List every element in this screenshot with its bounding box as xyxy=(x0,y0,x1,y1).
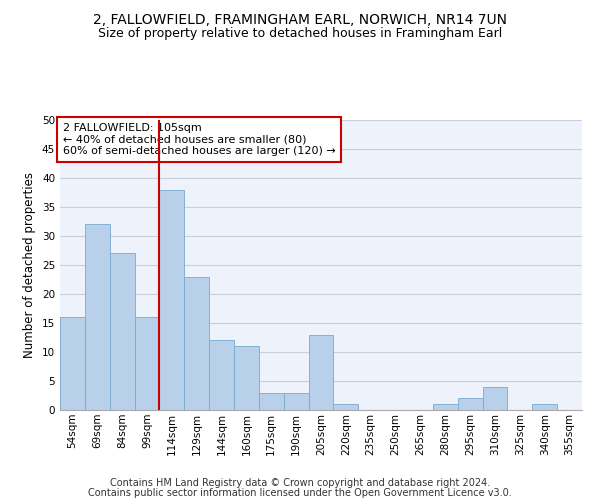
Bar xyxy=(160,190,184,410)
Bar xyxy=(234,346,259,410)
Text: 2 FALLOWFIELD: 105sqm
← 40% of detached houses are smaller (80)
60% of semi-deta: 2 FALLOWFIELD: 105sqm ← 40% of detached … xyxy=(62,123,335,156)
Text: Contains HM Land Registry data © Crown copyright and database right 2024.: Contains HM Land Registry data © Crown c… xyxy=(110,478,490,488)
Bar xyxy=(259,392,284,410)
Bar xyxy=(334,404,358,410)
Bar xyxy=(184,276,209,410)
Bar xyxy=(482,387,508,410)
Text: Contains public sector information licensed under the Open Government Licence v3: Contains public sector information licen… xyxy=(88,488,512,498)
Bar xyxy=(60,317,85,410)
Y-axis label: Number of detached properties: Number of detached properties xyxy=(23,172,37,358)
Bar xyxy=(433,404,458,410)
Bar xyxy=(532,404,557,410)
Text: Size of property relative to detached houses in Framingham Earl: Size of property relative to detached ho… xyxy=(98,28,502,40)
Bar xyxy=(458,398,482,410)
Bar xyxy=(284,392,308,410)
Bar xyxy=(209,340,234,410)
Bar xyxy=(134,317,160,410)
Text: 2, FALLOWFIELD, FRAMINGHAM EARL, NORWICH, NR14 7UN: 2, FALLOWFIELD, FRAMINGHAM EARL, NORWICH… xyxy=(93,12,507,26)
Bar xyxy=(110,254,134,410)
Bar xyxy=(85,224,110,410)
Bar xyxy=(308,334,334,410)
